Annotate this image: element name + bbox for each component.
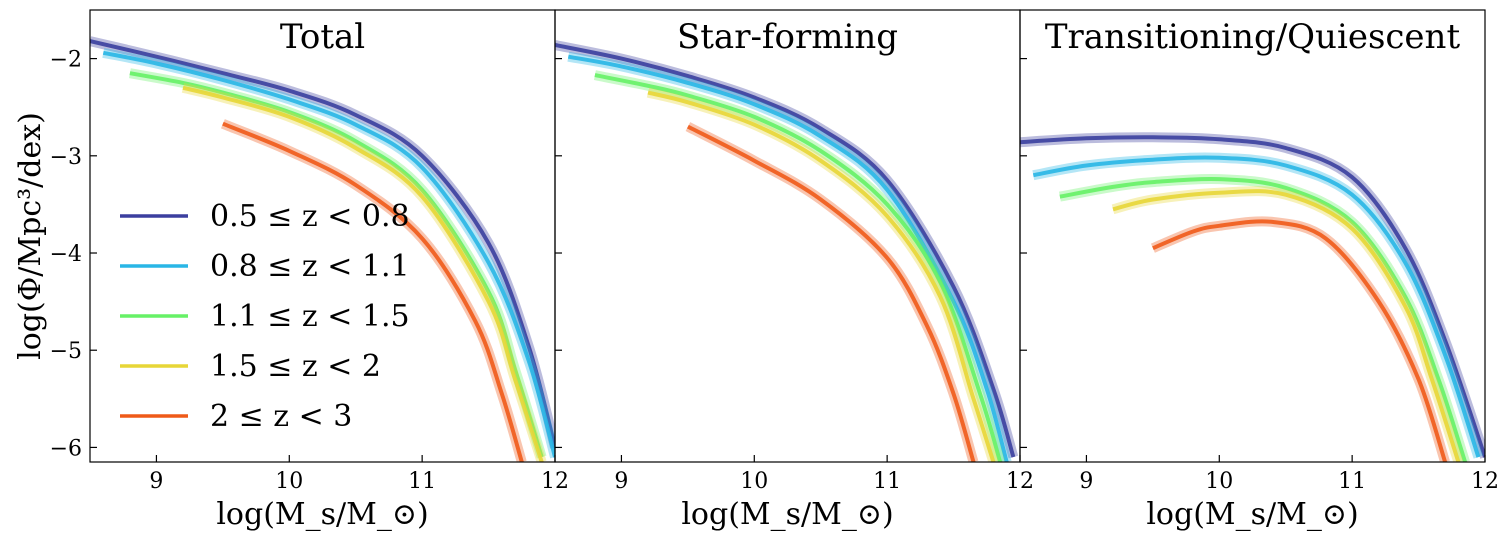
series-band [1111,186,1464,462]
y-axis: −2 −3 −4 −5 −6 [50,48,82,462]
series-line [594,73,1003,462]
series-line [1152,219,1448,462]
series-line [1032,155,1481,458]
legend-item: 1.1 ≤ z < 1.5 [120,299,410,334]
series-line [1059,176,1468,462]
legend-item: 0.5 ≤ z < 0.8 [120,199,410,234]
series-line [567,54,1009,462]
panel-title: Total [280,17,365,57]
x-tick-label: 11 [1338,469,1366,494]
x-tick-label: 9 [614,469,628,494]
x-tick-label: 10 [740,469,768,494]
series-line [182,85,544,462]
y-tick-label: −4 [50,242,82,267]
series-line [555,43,1016,458]
x-tick-label: 9 [1079,469,1093,494]
x-axis-label: log(M_s/M_⊙) [1146,497,1358,532]
panel-title: Transitioning/Quiescent [1045,17,1461,57]
series-line [647,90,996,462]
y-tick-label: −5 [50,339,82,364]
panel-3: 9 10 11 12 Transitioning/Quiescent log(M_s/M_… [1019,9,1499,532]
legend-label: 0.5 ≤ z < 0.8 [210,199,410,234]
panel-2: 9 10 11 12 Star-forming log(M_s/M_⊙) [554,9,1034,532]
x-tick-label: 11 [408,469,436,494]
legend-label: 1.1 ≤ z < 1.5 [210,299,410,334]
y-axis-label: log(Φ/Mpc³/dex) [13,112,48,360]
legend-item: 0.8 ≤ z < 1.1 [120,249,410,284]
x-tick-label: 10 [1205,469,1233,494]
panel-frame [1019,9,1486,463]
series-line [129,71,544,458]
series-lines [1020,132,1485,462]
legend-item: 1.5 ≤ z < 2 [120,349,381,384]
series-line [686,124,976,462]
y-tick-label: −2 [50,48,82,73]
panel-1: 9 10 11 12 Total log(M_s/M_⊙) [89,9,569,532]
series-lines [90,36,555,462]
legend-label: 1.5 ≤ z < 2 [210,349,381,384]
x-tick-label: 12 [1006,469,1034,494]
legend: 0.5 ≤ z < 0.8 0.8 ≤ z < 1.1 1.1 ≤ z < 1.5 1… [120,199,410,434]
series-lines [555,40,1019,462]
series-line [1112,189,1461,462]
series-band [685,122,979,462]
series-line [90,39,555,448]
legend-item: 2 ≤ z < 3 [120,399,352,434]
series-band [555,40,1019,459]
x-tick-label: 11 [873,469,901,494]
x-axis-label: log(M_s/M_⊙) [216,497,428,532]
x-axis-label: log(M_s/M_⊙) [681,497,893,532]
x-tick-label: 10 [275,469,303,494]
legend-label: 2 ≤ z < 3 [210,399,352,434]
x-tick-label: 12 [1471,469,1499,494]
y-tick-label: −3 [50,145,82,170]
series-line [222,121,524,462]
series-line [102,50,555,458]
y-tick-label: −6 [50,436,82,461]
legend-label: 0.8 ≤ z < 1.1 [210,249,410,284]
series-line [1020,135,1485,458]
x-tick-label: 12 [541,469,569,494]
panels-group: 9 10 11 12 Total log(M_s/M_⊙) 9 10 11 12 Star-form… [89,9,1499,532]
panel-title: Star-forming [677,17,898,57]
x-tick-label: 9 [149,469,163,494]
